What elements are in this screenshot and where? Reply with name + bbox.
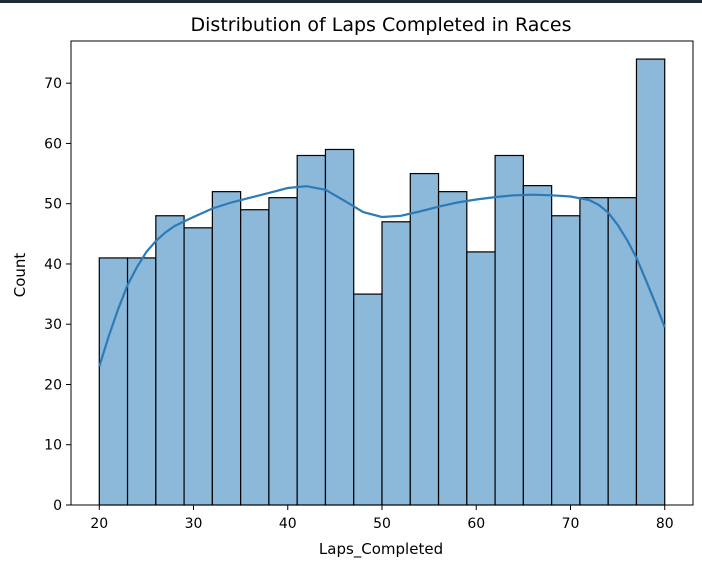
histogram-bar	[126, 257, 157, 506]
top-border-strip	[0, 0, 702, 3]
histogram-bar	[635, 58, 666, 506]
x-tick-label: 50	[373, 516, 391, 532]
x-axis: 20 30 40 50 60 70 80	[90, 505, 674, 532]
histogram-bar	[211, 191, 242, 506]
y-tick-label: 20	[44, 377, 62, 393]
histogram-bar	[522, 185, 553, 506]
y-axis-label: Count	[11, 253, 29, 298]
histogram-bar	[607, 197, 638, 506]
histogram-bar	[183, 227, 213, 506]
histogram-bar	[296, 154, 327, 506]
x-axis-label: Laps_Completed	[319, 540, 443, 559]
y-tick-label: 60	[44, 136, 62, 152]
histogram-bar	[324, 148, 355, 506]
histogram-bar	[240, 209, 270, 506]
histogram-bar	[551, 215, 581, 506]
y-tick-label: 10	[44, 438, 62, 454]
x-tick-label: 40	[279, 516, 297, 532]
chart-title: Distribution of Laps Completed in Races	[191, 14, 572, 36]
histogram-bar	[466, 251, 496, 506]
x-tick-label: 60	[467, 516, 485, 532]
x-tick-label: 30	[185, 516, 203, 532]
y-tick-label: 40	[44, 257, 62, 273]
histogram-bar	[437, 191, 468, 506]
x-tick-label: 20	[90, 516, 108, 532]
kde-curve	[98, 185, 666, 367]
histogram-bar	[353, 293, 383, 506]
histogram-bar	[381, 221, 411, 506]
histogram-bar	[155, 215, 185, 506]
y-tick-label: 50	[44, 197, 62, 213]
y-tick-label: 30	[44, 317, 62, 333]
histogram-bar	[268, 197, 298, 506]
x-tick-label: 70	[562, 516, 580, 532]
y-tick-label: 70	[44, 76, 62, 92]
bars-group	[98, 58, 666, 506]
y-axis: 0 10 20 30 40 50 60 70	[44, 76, 71, 514]
histogram-bar	[494, 154, 524, 506]
y-tick-label: 0	[53, 498, 62, 514]
histogram-bar	[409, 172, 440, 506]
histogram-bar	[579, 197, 609, 506]
x-tick-label: 80	[656, 516, 674, 532]
